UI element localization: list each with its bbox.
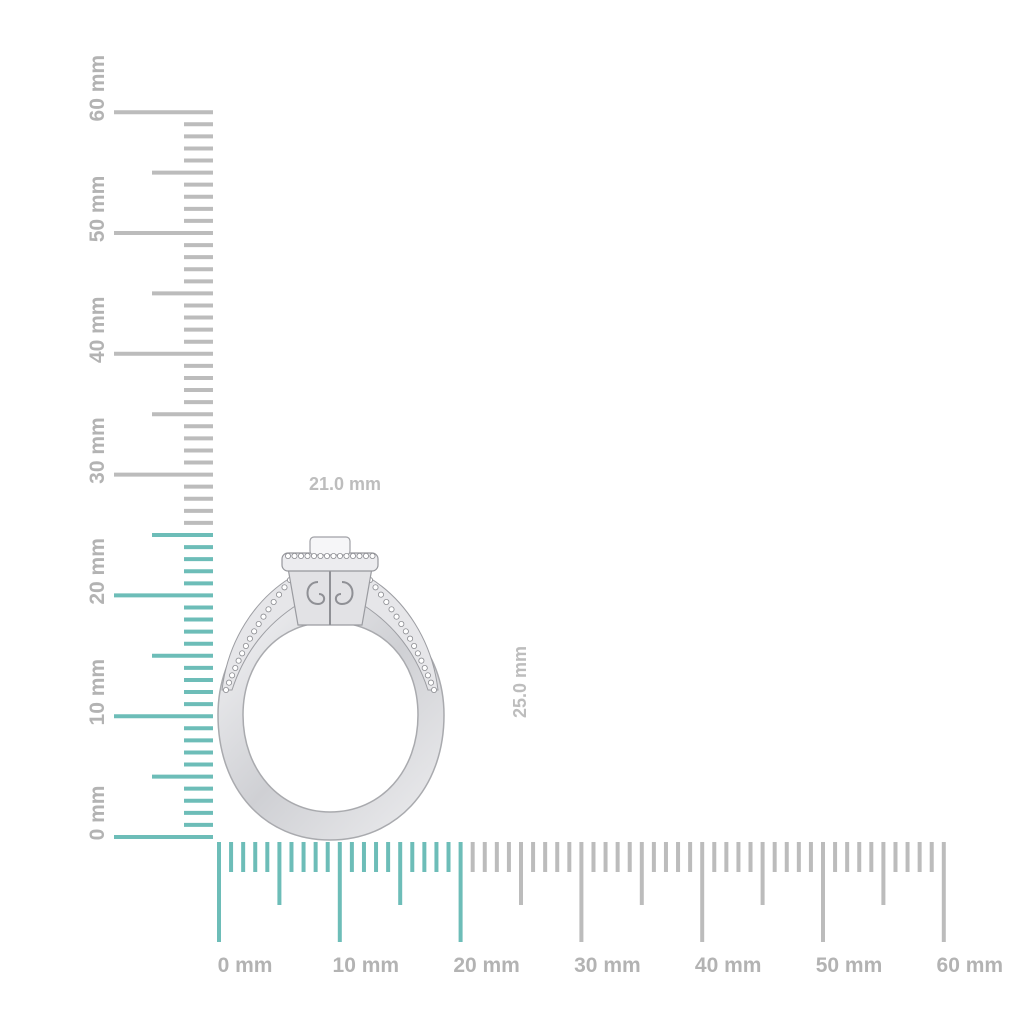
pave-stone	[239, 650, 246, 657]
halo-stone	[330, 553, 337, 560]
vertical-ruler: 0 mm 10 mm 20 mm 30 mm 40 mm 50 mm 60 mm	[86, 55, 213, 841]
pave-stone	[251, 628, 258, 635]
horizontal-ruler-label: 20 mm	[453, 954, 520, 977]
halo-stone	[356, 553, 363, 560]
halo-stone	[310, 553, 317, 560]
halo-stone	[349, 553, 356, 560]
pave-stone	[421, 665, 428, 672]
halo-stone	[284, 553, 291, 560]
halo-stone	[304, 553, 311, 560]
pave-stone	[232, 665, 239, 672]
vertical-ruler-label: 20 mm	[86, 538, 109, 605]
vertical-ruler-label: 50 mm	[86, 176, 109, 243]
height-dimension-label: 25.0 mm	[510, 646, 530, 718]
horizontal-ruler-label: 30 mm	[574, 954, 641, 977]
pave-stone	[377, 591, 384, 598]
vertical-ruler-label: 40 mm	[86, 297, 109, 364]
halo-stone	[369, 553, 376, 560]
halo-stone	[297, 553, 304, 560]
pave-stone	[276, 591, 283, 598]
halo-stone	[343, 553, 350, 560]
pave-stone	[383, 599, 390, 606]
halo-diamonds	[284, 553, 376, 560]
horizontal-ruler: 0 mm 10 mm 20 mm 30 mm 40 mm 50 mm 60 mm	[217, 842, 1004, 977]
pave-stone	[226, 679, 233, 686]
pave-stone	[393, 613, 400, 620]
width-dimension-label: 21.0 mm	[309, 474, 381, 494]
pave-stone	[424, 672, 431, 679]
pave-stone	[398, 621, 405, 628]
halo-stone	[336, 553, 343, 560]
vertical-ruler-label: 0 mm	[86, 786, 109, 841]
vertical-ruler-label: 30 mm	[86, 417, 109, 484]
center-stone	[309, 536, 351, 556]
pave-stone	[255, 621, 262, 628]
pave-stone	[418, 657, 425, 664]
pave-stone	[430, 687, 437, 694]
pave-stone	[260, 613, 267, 620]
halo-stone	[362, 553, 369, 560]
pave-stone	[388, 606, 395, 613]
halo-stone	[291, 553, 298, 560]
pave-stone	[407, 635, 414, 642]
pave-stone	[229, 672, 236, 679]
pave-stone	[265, 606, 272, 613]
pave-stone	[222, 687, 229, 694]
halo-stone	[323, 553, 330, 560]
pave-stone	[427, 679, 434, 686]
horizontal-ruler-label: 40 mm	[695, 954, 762, 977]
horizontal-ruler-label: 0 mm	[218, 954, 273, 977]
pave-stone	[235, 657, 242, 664]
ring-image	[217, 536, 445, 841]
halo-stone	[317, 553, 324, 560]
pave-stone	[270, 599, 277, 606]
horizontal-ruler-label: 50 mm	[816, 954, 883, 977]
vertical-ruler-label: 10 mm	[86, 659, 109, 726]
pave-stone	[242, 643, 249, 650]
pave-stone	[281, 584, 288, 591]
pave-stone	[246, 635, 253, 642]
horizontal-ruler-label: 10 mm	[333, 954, 400, 977]
pave-stone	[402, 628, 409, 635]
vertical-ruler-label: 60 mm	[86, 55, 109, 122]
filigree-left	[306, 581, 326, 606]
pave-stone	[372, 584, 379, 591]
filigree-right	[334, 581, 354, 606]
pave-stone	[414, 650, 421, 657]
pave-stone	[411, 643, 418, 650]
horizontal-ruler-label: 60 mm	[937, 954, 1004, 977]
